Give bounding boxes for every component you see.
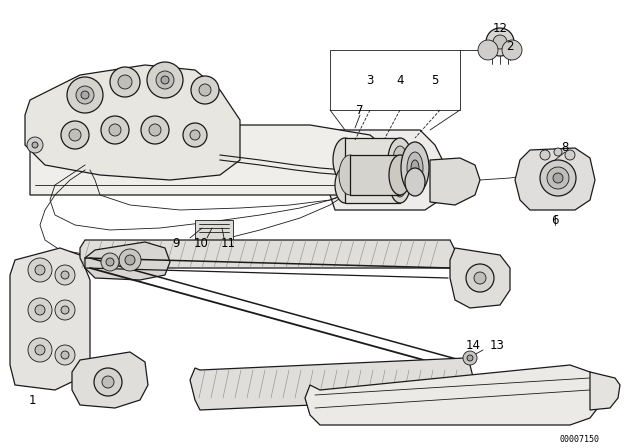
- Text: 7: 7: [356, 103, 364, 116]
- Circle shape: [125, 255, 135, 265]
- Text: 2: 2: [506, 39, 514, 52]
- Polygon shape: [430, 158, 480, 205]
- Ellipse shape: [393, 146, 407, 174]
- Circle shape: [102, 376, 114, 388]
- Bar: [195, 220, 233, 242]
- Polygon shape: [85, 242, 170, 280]
- Circle shape: [540, 150, 550, 160]
- Polygon shape: [72, 352, 148, 408]
- Circle shape: [76, 86, 94, 104]
- Ellipse shape: [389, 155, 411, 195]
- Text: 10: 10: [193, 237, 209, 250]
- Circle shape: [553, 173, 563, 183]
- Polygon shape: [305, 365, 600, 425]
- Circle shape: [35, 345, 45, 355]
- Circle shape: [101, 253, 119, 271]
- Circle shape: [35, 305, 45, 315]
- Circle shape: [61, 351, 69, 359]
- Text: 4: 4: [396, 73, 404, 86]
- Ellipse shape: [405, 168, 425, 196]
- Circle shape: [467, 355, 473, 361]
- Circle shape: [141, 116, 169, 144]
- Circle shape: [101, 116, 129, 144]
- Ellipse shape: [388, 138, 412, 182]
- Bar: [345, 167, 400, 203]
- Polygon shape: [330, 130, 445, 210]
- Circle shape: [565, 150, 575, 160]
- Circle shape: [110, 67, 140, 97]
- Text: 6: 6: [551, 214, 559, 227]
- Circle shape: [463, 351, 477, 365]
- Circle shape: [61, 121, 89, 149]
- Ellipse shape: [339, 155, 361, 195]
- Text: 9: 9: [172, 237, 180, 250]
- Polygon shape: [190, 358, 475, 410]
- Text: 3: 3: [366, 73, 374, 86]
- Circle shape: [149, 124, 161, 136]
- Ellipse shape: [335, 167, 355, 203]
- Circle shape: [69, 129, 81, 141]
- Circle shape: [466, 264, 494, 292]
- Circle shape: [81, 91, 89, 99]
- Circle shape: [199, 84, 211, 96]
- Circle shape: [61, 271, 69, 279]
- Ellipse shape: [401, 142, 429, 194]
- Circle shape: [502, 40, 522, 60]
- Circle shape: [55, 345, 75, 365]
- Text: 14: 14: [465, 339, 481, 352]
- Circle shape: [67, 77, 103, 113]
- Circle shape: [540, 160, 576, 196]
- Circle shape: [28, 298, 52, 322]
- Text: 1: 1: [28, 393, 36, 406]
- Circle shape: [55, 265, 75, 285]
- Polygon shape: [450, 248, 510, 308]
- Text: 11: 11: [221, 237, 236, 250]
- Circle shape: [55, 300, 75, 320]
- Ellipse shape: [333, 138, 357, 182]
- Circle shape: [32, 142, 38, 148]
- Circle shape: [554, 148, 562, 156]
- Text: 00007150: 00007150: [560, 435, 600, 444]
- Polygon shape: [25, 65, 240, 180]
- Polygon shape: [10, 248, 90, 390]
- Ellipse shape: [407, 152, 423, 184]
- Ellipse shape: [411, 160, 419, 176]
- Bar: [330, 50, 460, 110]
- Circle shape: [27, 137, 43, 153]
- Circle shape: [156, 71, 174, 89]
- Circle shape: [106, 258, 114, 266]
- Circle shape: [547, 167, 569, 189]
- Circle shape: [119, 249, 141, 271]
- Polygon shape: [30, 110, 395, 195]
- Circle shape: [147, 62, 183, 98]
- Circle shape: [35, 265, 45, 275]
- Circle shape: [61, 306, 69, 314]
- Circle shape: [161, 76, 169, 84]
- Circle shape: [109, 124, 121, 136]
- Circle shape: [474, 272, 486, 284]
- Circle shape: [28, 258, 52, 282]
- Polygon shape: [590, 372, 620, 410]
- Text: 5: 5: [431, 73, 438, 86]
- Bar: [350, 155, 400, 195]
- Polygon shape: [515, 148, 595, 210]
- Circle shape: [190, 130, 200, 140]
- Bar: [345, 138, 400, 182]
- Text: 13: 13: [490, 339, 504, 352]
- Text: 12: 12: [493, 22, 508, 34]
- Circle shape: [183, 123, 207, 147]
- Circle shape: [118, 75, 132, 89]
- Circle shape: [478, 40, 498, 60]
- Ellipse shape: [394, 173, 406, 197]
- Polygon shape: [80, 240, 455, 268]
- Circle shape: [94, 368, 122, 396]
- Text: 8: 8: [561, 141, 569, 154]
- Circle shape: [28, 338, 52, 362]
- Ellipse shape: [390, 167, 410, 203]
- Circle shape: [486, 28, 514, 56]
- Circle shape: [191, 76, 219, 104]
- Circle shape: [493, 35, 507, 49]
